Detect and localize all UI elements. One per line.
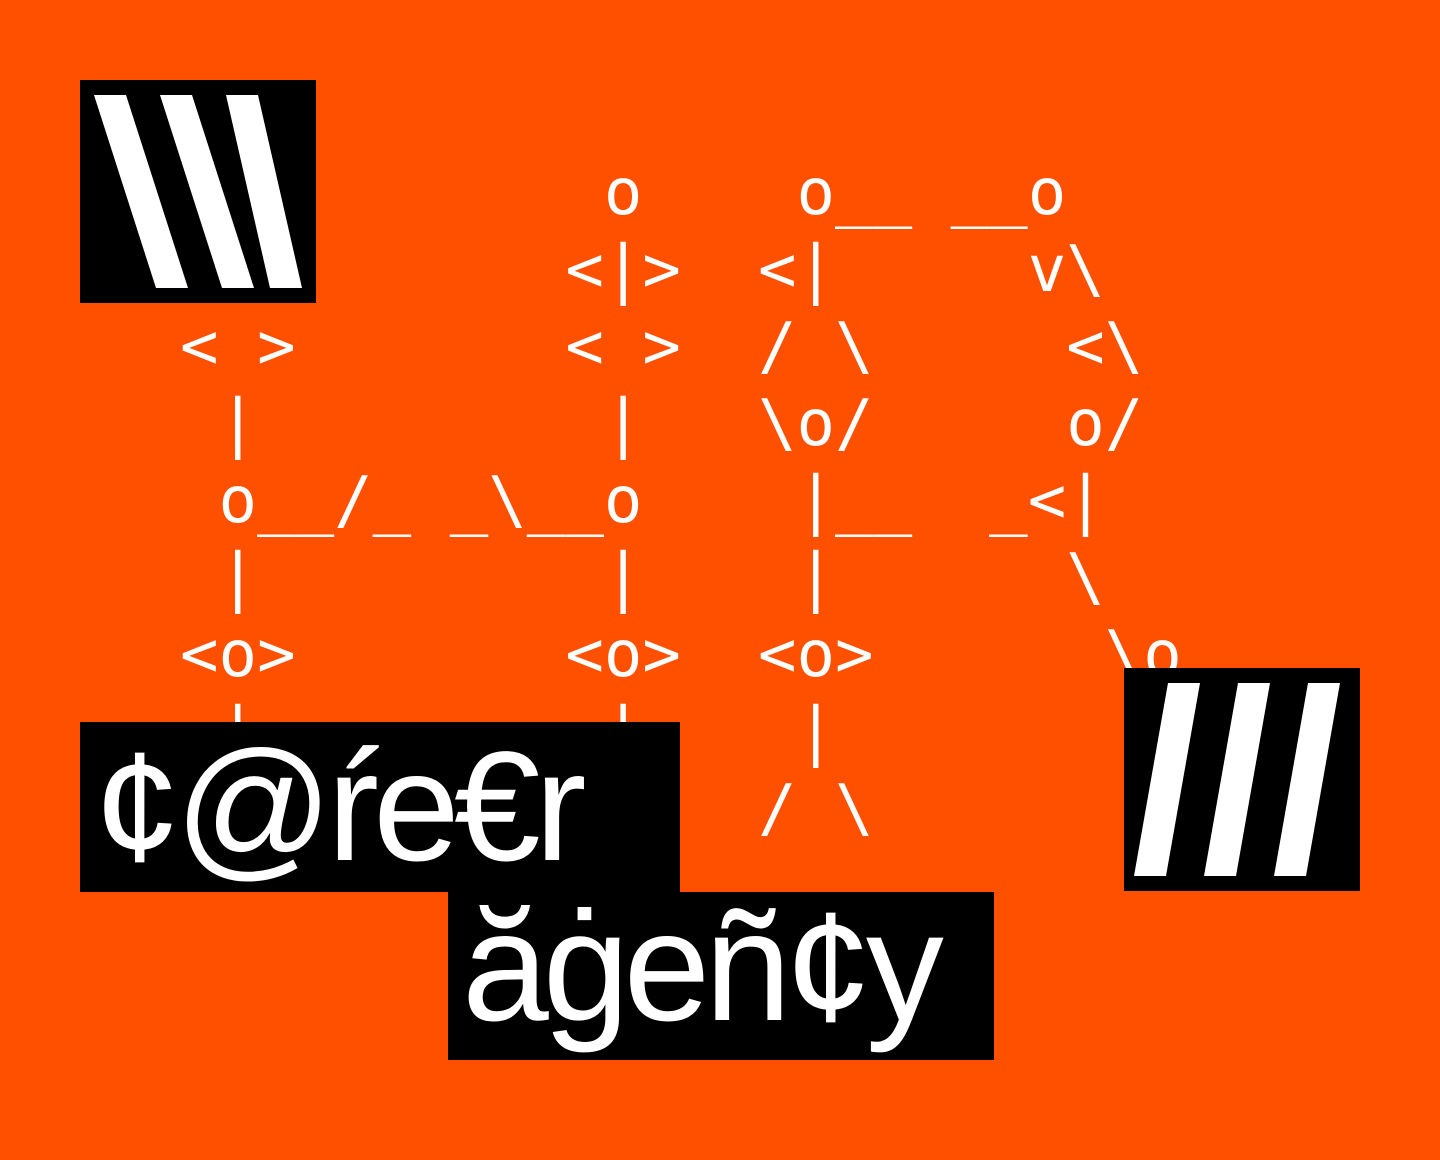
slash-stripes-icon [1134, 683, 1340, 876]
backslash-stripes-logo [80, 80, 316, 303]
ascii-line-7: <o> <o> <o> \o [180, 618, 1182, 692]
logo-word-career: ¢@ŕe€r [80, 722, 680, 892]
ascii-line-5: o__/_ _\__o |__ _<| [180, 464, 1105, 538]
logo-line-2: ăġeñ¢y [462, 892, 944, 1054]
ascii-line-6: | | | \ [180, 541, 1105, 615]
slash-stripes-logo [1124, 668, 1360, 891]
ascii-line-1: o o__ __o [180, 156, 1067, 230]
logo-word-agency: ăġeñ¢y [448, 892, 994, 1060]
ascii-line-2: <|> <| v\ [180, 233, 1105, 307]
ascii-art-figure: o o__ __o <|> <| v\ < > < > / \ <\ | | \… [0, 0, 1182, 846]
ascii-line-3: < > < > / \ <\ [180, 310, 1144, 384]
logo-line-1: ¢@ŕe€r [94, 722, 587, 892]
ascii-line-4: | | \o/ o/ [180, 387, 1144, 461]
backslash-stripes-icon [94, 95, 302, 288]
